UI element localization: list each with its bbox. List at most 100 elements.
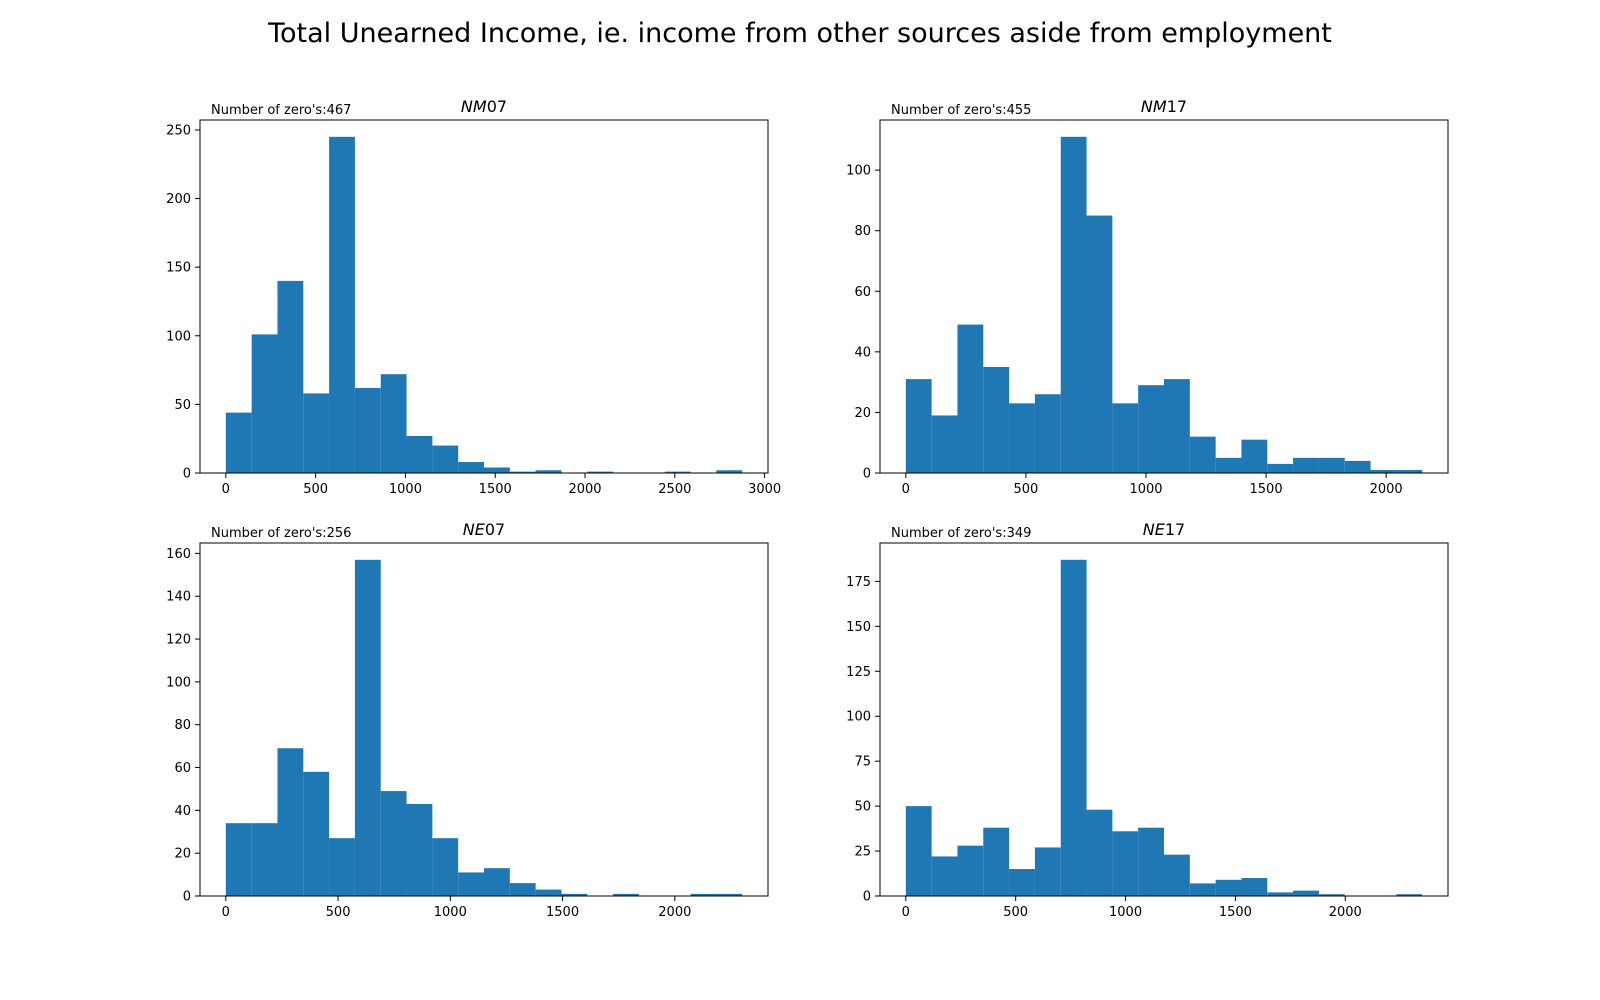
axes-frame	[199, 119, 769, 474]
y-tick-label: 100	[846, 164, 871, 179]
histogram-bar	[1138, 827, 1164, 896]
panel-title-suffix: 07	[485, 520, 505, 539]
histogram-bar	[983, 827, 1010, 896]
histogram-bar	[484, 467, 510, 473]
y-axis-ticks: 0 25 50 75 100 125 150 175	[846, 575, 880, 905]
histogram-bars	[905, 559, 1423, 896]
histogram-bar	[1215, 457, 1242, 473]
histogram-bar	[1112, 403, 1139, 473]
histogram-bars	[905, 136, 1423, 473]
histogram-bar	[354, 559, 381, 896]
histogram-bar	[587, 471, 614, 473]
histogram-bar	[1034, 394, 1061, 473]
histogram-bars	[225, 136, 743, 473]
x-tick-label: 0	[222, 482, 230, 497]
y-tick-label: 0	[863, 467, 871, 482]
y-axis-ticks: 0 20 40 60 80 100 120 140 160	[166, 547, 200, 905]
x-tick-label: 1000	[389, 482, 422, 497]
x-tick-label: 2000	[568, 482, 601, 497]
x-tick-label: 2000	[1329, 905, 1362, 920]
histogram-bar	[380, 374, 407, 473]
y-axis-ticks: 0 50 100 150 200 250	[166, 123, 200, 482]
x-axis-ticks: 0 500 1000 1500 2000 2500 3000	[222, 473, 781, 497]
histogram-bar	[354, 387, 381, 473]
panel-title-italic: NM	[461, 97, 487, 116]
histogram-bar	[225, 823, 252, 896]
histogram-bar	[931, 415, 958, 473]
x-tick-label: 1500	[479, 482, 512, 497]
panel-title-italic: NE	[1143, 520, 1166, 539]
x-tick-label: 1000	[434, 905, 467, 920]
y-tick-label: 20	[174, 847, 191, 862]
histogram-bar	[277, 748, 304, 896]
x-tick-label: 3000	[748, 482, 781, 497]
histogram-bar	[664, 471, 691, 473]
y-tick-label: 150	[166, 261, 191, 276]
y-tick-label: 80	[854, 224, 871, 239]
y-tick-label: 125	[846, 665, 871, 680]
y-tick-label: 250	[166, 123, 191, 138]
x-tick-label: 2000	[658, 905, 691, 920]
histogram-bar	[535, 470, 562, 473]
panel-title-italic: NM	[1141, 97, 1167, 116]
x-tick-label: 2500	[658, 482, 691, 497]
histogram-bar	[905, 379, 932, 473]
axes-frame	[879, 542, 1449, 897]
histogram-bar	[1370, 469, 1397, 473]
histogram-bar	[406, 435, 433, 473]
x-tick-label: 500	[1003, 905, 1028, 920]
panel-title-suffix: 17	[1165, 520, 1185, 539]
panel-title-italic: NE	[463, 520, 486, 539]
histogram-bar	[1034, 847, 1061, 896]
histogram-bar	[1138, 385, 1164, 473]
y-tick-label: 0	[183, 467, 191, 482]
zero-count-annotation: Number of zero's:455	[891, 103, 1031, 118]
figure-suptitle: Total Unearned Income, ie. income from o…	[267, 18, 1332, 49]
x-axis-ticks: 0 500 1000 1500 2000	[902, 896, 1362, 920]
histogram-bar	[329, 838, 355, 896]
histogram-bar	[1267, 892, 1294, 896]
y-tick-label: 50	[854, 800, 871, 815]
y-tick-label: 60	[174, 761, 191, 776]
axes-frame	[879, 119, 1449, 474]
histogram-bar	[1112, 831, 1139, 896]
histogram-bar	[1009, 869, 1035, 896]
histogram-bar	[251, 334, 278, 473]
histogram-bar	[957, 845, 984, 896]
histogram-bar	[1241, 439, 1268, 473]
panel-title: NE17	[1143, 520, 1185, 539]
y-tick-label: 75	[854, 755, 871, 770]
x-axis-ticks: 0 500 1000 1500 2000	[902, 473, 1403, 497]
y-tick-label: 160	[166, 547, 191, 562]
zero-count-annotation: Number of zero's:256	[211, 526, 351, 541]
x-tick-label: 0	[902, 482, 910, 497]
histogram-bar	[1396, 469, 1423, 473]
x-tick-label: 1000	[1129, 482, 1162, 497]
histogram-bar	[432, 838, 459, 896]
panel-nm17: 0 500 1000 1500 2000 0 20 40 60 80 100 Number of …	[846, 97, 1449, 497]
histogram-bar	[1318, 894, 1345, 896]
histogram-bar	[458, 872, 484, 896]
histogram-bar	[406, 803, 433, 896]
x-tick-label: 0	[902, 905, 910, 920]
histogram-bar	[1060, 136, 1087, 473]
y-tick-label: 50	[174, 398, 191, 413]
y-tick-label: 100	[166, 675, 191, 690]
histogram-bar	[1164, 854, 1190, 896]
x-tick-label: 2000	[1370, 482, 1403, 497]
panel-ne07: 0 500 1000 1500 2000 0 20 40 60 80 100 120 140 160 N…	[166, 520, 769, 920]
y-tick-label: 40	[174, 804, 191, 819]
histogram-bar	[1164, 379, 1190, 473]
y-tick-label: 20	[854, 406, 871, 421]
x-tick-label: 1500	[1219, 905, 1252, 920]
histogram-bar	[1189, 436, 1216, 473]
histogram-bar	[983, 366, 1010, 473]
panel-title: NM17	[1141, 97, 1187, 116]
histogram-bar	[957, 324, 984, 473]
x-tick-label: 500	[1013, 482, 1038, 497]
histogram-bar	[716, 893, 743, 896]
histogram-bar	[484, 868, 510, 896]
histogram-bar	[1009, 403, 1035, 473]
x-tick-label: 500	[303, 482, 328, 497]
